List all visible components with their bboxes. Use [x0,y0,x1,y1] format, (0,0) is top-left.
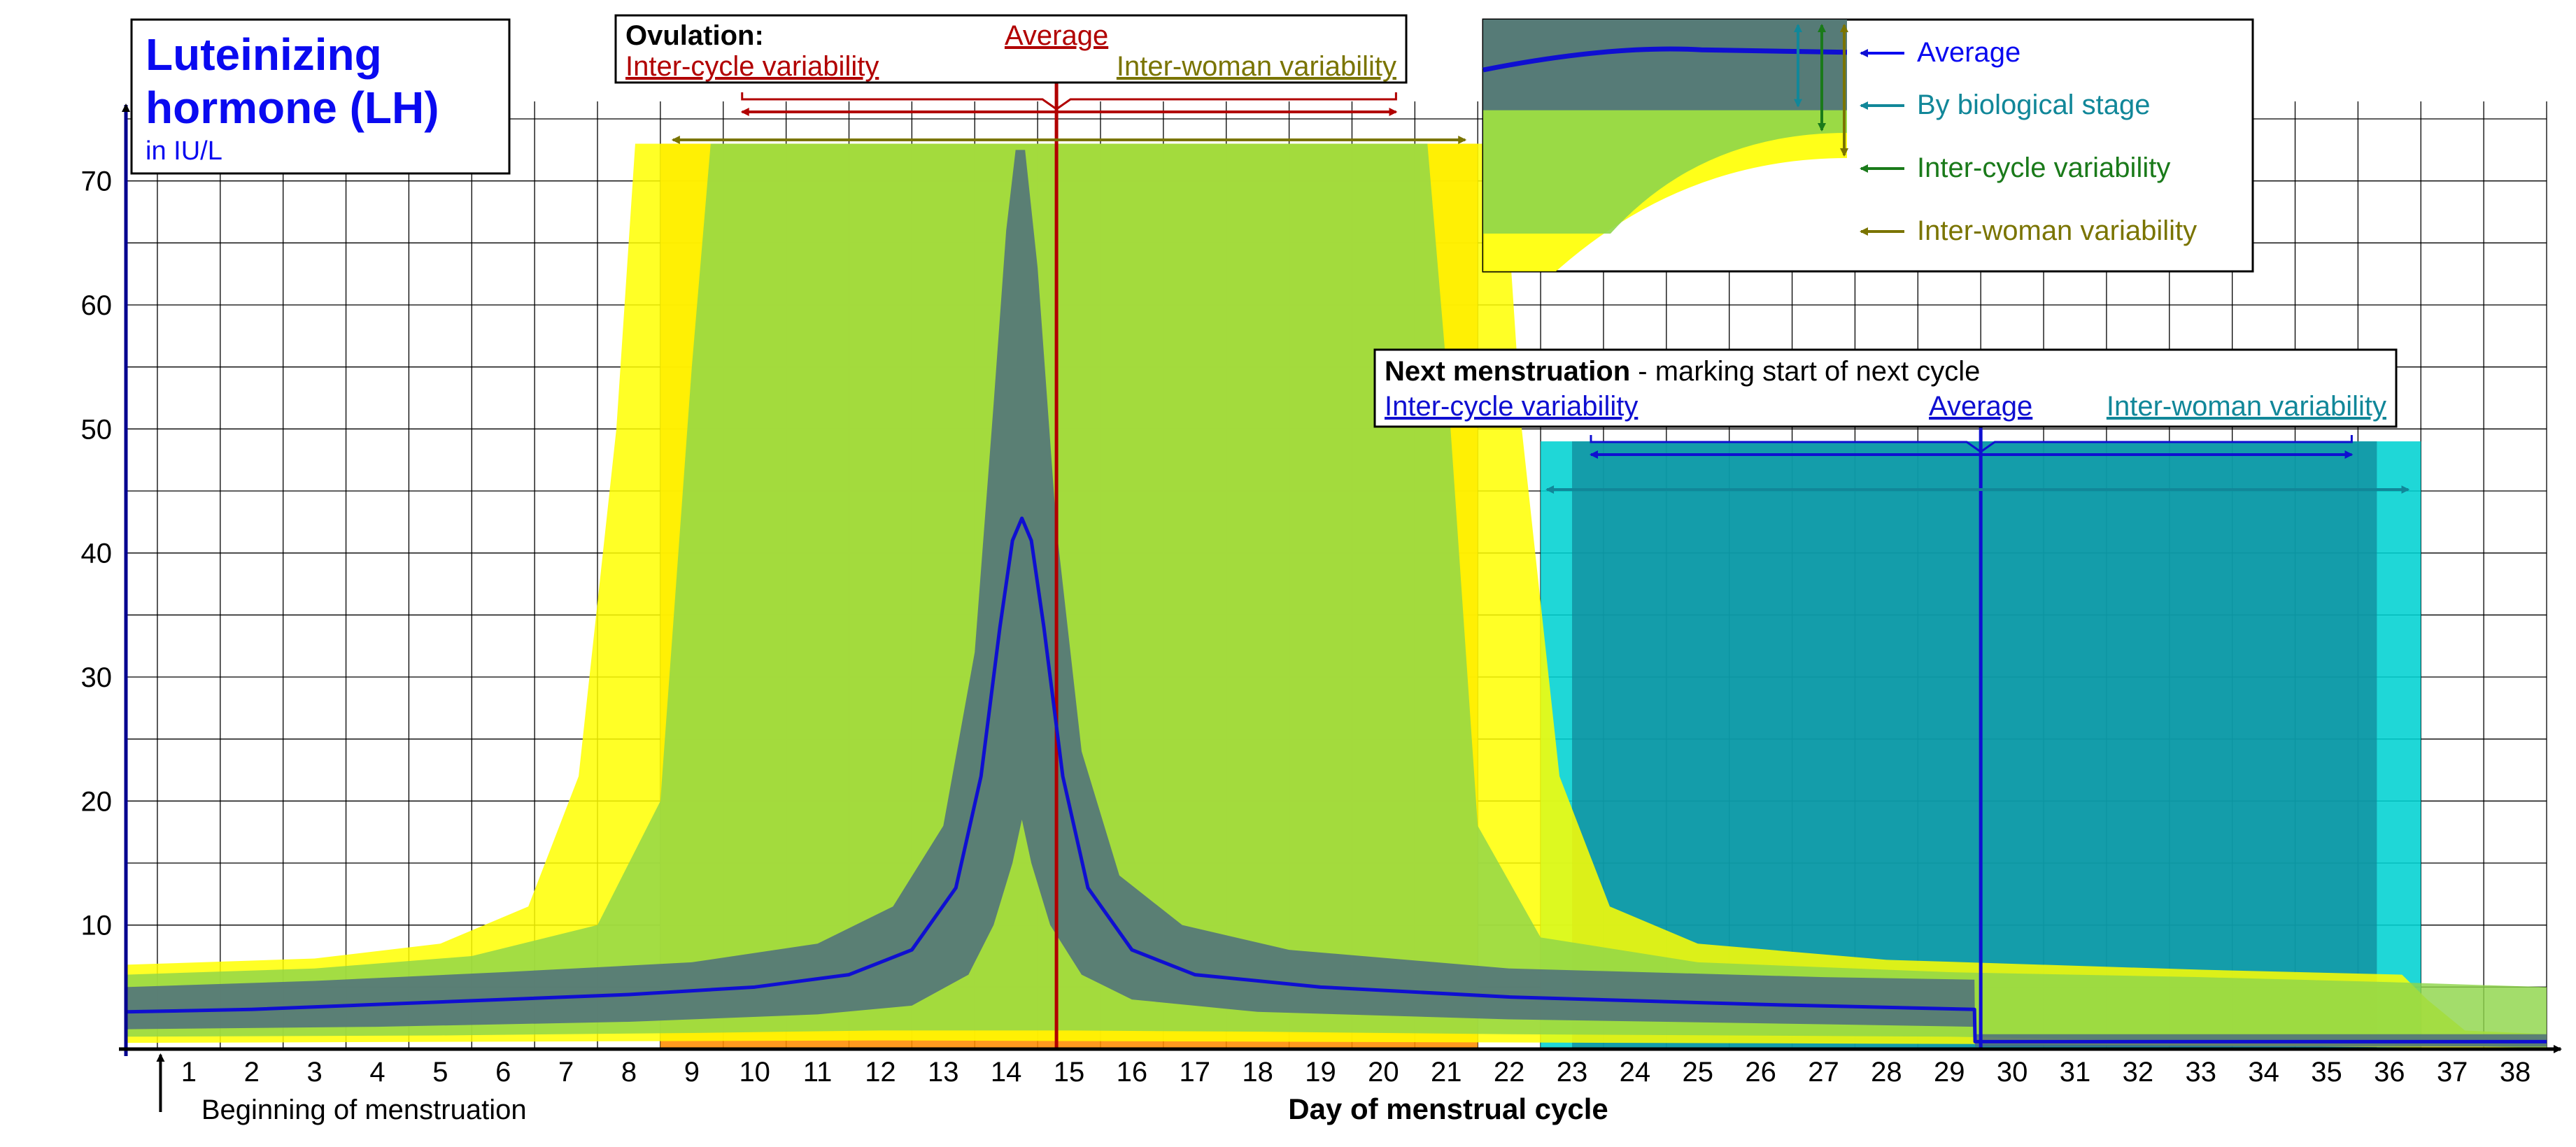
x-tick-label: 27 [1808,1057,1839,1088]
x-tick-label: 15 [1054,1057,1085,1088]
x-tick-label: 35 [2311,1057,2342,1088]
chart-unit: in IU/L [146,136,222,166]
x-tick-label: 16 [1117,1057,1148,1088]
x-tick-label: 19 [1305,1057,1336,1088]
x-tick-label: 12 [865,1057,896,1088]
chart-title-line1: Luteinizing [146,29,382,80]
x-tick-label: 37 [2437,1057,2468,1088]
y-tick-label: 40 [81,539,113,569]
next-avg-label: Average [1929,391,2032,422]
lh-chart: 1020304050607012345678910111213141516171… [0,0,2576,1147]
x-tick-label: 30 [1997,1057,2028,1088]
next-intercycle-label: Inter-cycle variability [1385,391,1638,422]
legend-item-label: By biological stage [1917,90,2151,120]
legend-item-label: Average [1917,37,2021,68]
x-axis-label: Day of menstrual cycle [1288,1092,1608,1125]
x-tick-label: 34 [2248,1057,2279,1088]
y-tick-label: 10 [81,911,113,941]
x-tick-label: 3 [306,1057,322,1088]
x-tick-label: 10 [739,1057,770,1088]
x-tick-label: 8 [621,1057,637,1088]
x-tick-label: 23 [1557,1057,1588,1088]
x-tick-label: 17 [1180,1057,1211,1088]
y-tick-label: 60 [81,290,113,321]
chart-title-line2: hormone (LH) [146,83,439,133]
title-box: Luteinizinghormone (LH)in IU/L [132,20,509,173]
x-tick-label: 4 [369,1057,385,1088]
y-tick-label: 20 [81,786,113,817]
x-tick-label: 36 [2374,1057,2405,1088]
legend-item-label: Inter-woman variability [1917,215,2197,246]
legend-item-label: Inter-cycle variability [1917,152,2170,183]
next-interwoman-label: Inter-woman variability [2107,391,2386,422]
x-tick-label: 29 [1934,1057,1965,1088]
ovulation-interwoman-label: Inter-woman variability [1117,51,1396,82]
y-tick-label: 50 [81,414,113,445]
legend-box: Average By biological stage Inter-cycle va… [1483,20,2253,271]
x-tick-label: 7 [558,1057,574,1088]
x-tick-label: 31 [2060,1057,2091,1088]
x-tick-label: 13 [928,1057,959,1088]
x-tick-label: 32 [2123,1057,2154,1088]
x-tick-label: 22 [1494,1057,1525,1088]
x-tick-label: 21 [1431,1057,1462,1088]
x-tick-label: 38 [2500,1057,2531,1088]
ovulation-box: Ovulation: Average Inter-cycle variability… [616,15,1406,83]
x-tick-label: 33 [2185,1057,2216,1088]
x-tick-label: 18 [1242,1057,1273,1088]
ovulation-title: Ovulation: [625,20,764,51]
x-tick-label: 6 [495,1057,511,1088]
y-tick-label: 30 [81,662,113,693]
x-tick-label: 11 [803,1057,833,1088]
next-menstruation-box: Next menstruation - marking start of nex… [1375,350,2396,427]
ovulation-intercycle-label: Inter-cycle variability [625,51,879,82]
x-tick-label: 5 [432,1057,448,1088]
x-tick-label: 1 [181,1057,197,1088]
x-tick-label: 26 [1745,1057,1776,1088]
x-tick-label: 14 [991,1057,1022,1088]
beginning-label: Beginning of menstruation [201,1095,527,1125]
x-tick-label: 28 [1871,1057,1902,1088]
x-tick-label: 20 [1368,1057,1399,1088]
ovulation-avg-label: Average [1005,20,1108,51]
y-tick-label: 70 [81,166,113,197]
x-tick-label: 2 [244,1057,260,1088]
x-tick-label: 25 [1683,1057,1714,1088]
x-tick-label: 24 [1620,1057,1651,1088]
next-title: Next menstruation - marking start of nex… [1385,356,1980,387]
x-tick-label: 9 [684,1057,700,1088]
